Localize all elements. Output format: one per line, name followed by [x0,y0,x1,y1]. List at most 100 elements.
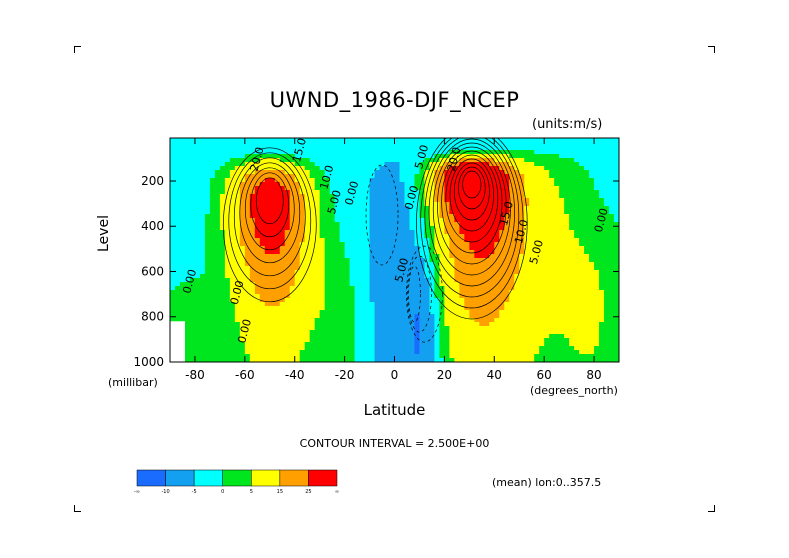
field-cell [209,226,216,231]
field-cell [349,194,356,199]
field-cell [254,186,261,191]
field-cell [474,174,480,179]
field-cell [584,318,590,323]
field-cell [509,318,515,323]
field-cell [499,162,505,167]
field-cell [249,186,256,191]
field-cell [504,242,510,247]
field-cell [344,270,351,275]
field-cell [219,178,226,183]
field-cell [489,138,495,143]
field-cell [519,310,525,315]
field-cell [479,206,485,211]
field-cell [259,266,266,271]
field-cell [469,238,475,243]
field-cell [394,294,401,299]
field-cell [509,282,515,287]
field-cell [409,158,416,163]
field-cell [574,350,580,355]
field-cell [489,202,495,207]
field-cell [379,354,386,359]
field-cell [479,334,485,339]
field-cell [479,190,485,195]
field-cell [554,242,560,247]
field-cell [364,350,371,355]
field-cell [469,278,475,283]
field-cell [594,178,600,183]
field-cell [424,150,431,155]
field-cell [229,222,236,227]
field-cell [364,250,371,255]
field-cell [554,198,560,203]
field-cell [569,158,575,163]
field-cell [309,218,316,223]
field-cell [379,142,386,147]
field-cell [564,302,570,307]
field-cell [449,334,455,339]
field-cell [259,346,266,351]
field-cell [519,254,525,259]
field-cell [529,270,535,275]
field-cell [444,306,450,311]
field-cell [579,202,585,207]
field-cell [249,146,256,151]
field-cell [414,146,421,151]
field-cell [384,242,391,247]
field-cell [364,282,371,287]
field-cell [254,182,261,187]
field-cell [199,286,206,291]
field-cell [519,194,525,199]
field-cell [504,166,510,171]
field-cell [254,230,261,235]
field-cell [344,358,351,362]
field-cell [364,302,371,307]
field-cell [539,354,545,359]
field-cell [199,182,206,187]
field-cell [399,242,406,247]
field-cell [259,190,266,195]
field-cell [609,202,615,207]
field-cell [609,238,615,243]
field-cell [374,346,381,351]
field-cell [170,250,176,255]
field-cell [214,222,221,227]
field-cell [244,254,251,259]
field-cell [409,322,416,327]
field-cell [324,182,331,187]
field-cell [519,166,525,171]
field-cell [474,246,480,251]
field-cell [374,258,381,263]
field-cell [339,314,346,319]
field-cell [229,182,236,187]
field-cell [539,350,545,355]
field-cell [314,230,321,235]
field-cell [359,314,366,319]
field-cell [594,182,600,187]
field-cell [484,262,490,267]
field-cell [279,170,286,175]
field-cell [199,178,206,183]
field-cell [179,262,186,267]
field-cell [459,178,465,183]
field-cell [254,138,261,143]
field-cell [199,214,206,219]
field-cell [294,234,301,239]
field-cell [179,186,186,191]
field-cell [254,282,261,287]
field-cell [239,306,246,311]
field-cell [254,262,261,267]
field-cell [244,186,251,191]
field-cell [534,138,540,143]
field-cell [289,262,296,267]
field-cell [194,306,201,311]
field-cell [489,278,495,283]
field-cell [219,218,226,223]
field-cell [404,178,411,183]
field-cell [509,258,515,263]
field-cell [194,170,201,175]
field-cell [209,158,216,163]
field-cell [484,334,490,339]
field-cell [594,346,600,351]
field-cell [399,274,406,279]
field-cell [284,206,291,211]
